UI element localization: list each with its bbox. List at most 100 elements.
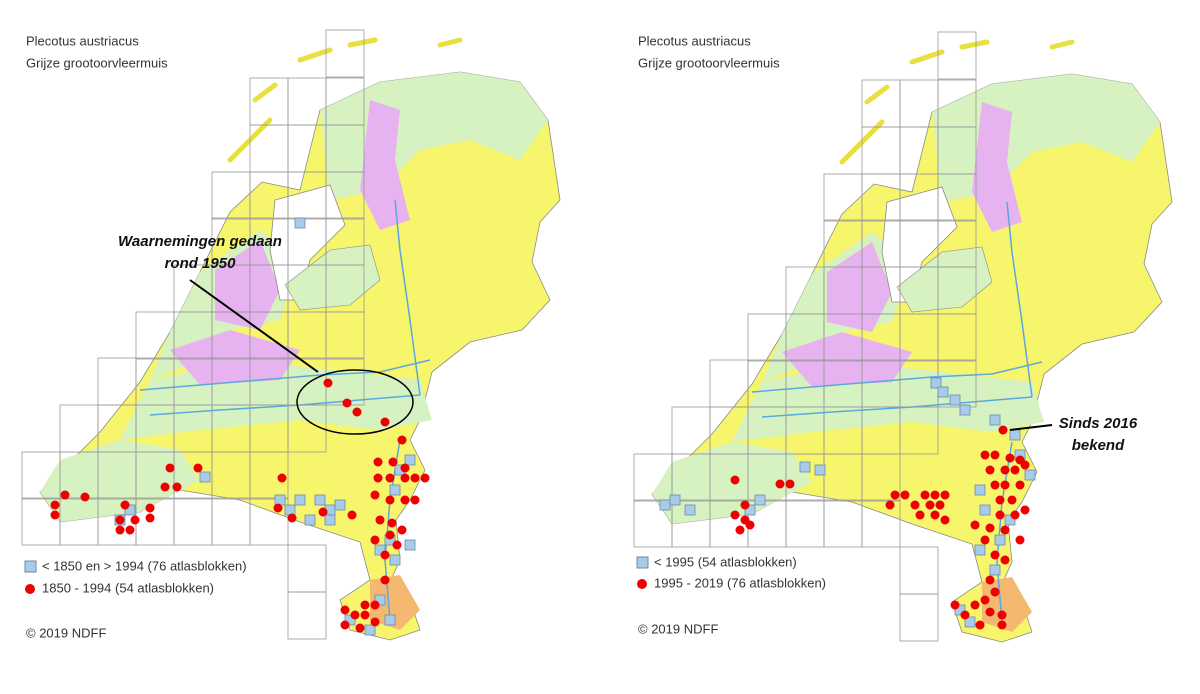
dot-marker bbox=[950, 600, 960, 610]
square-marker bbox=[1024, 469, 1036, 481]
square-marker bbox=[684, 504, 696, 516]
dot-marker bbox=[995, 510, 1005, 520]
annotation: rond 1950 bbox=[165, 255, 237, 272]
dot-marker bbox=[995, 495, 1005, 505]
dot-marker bbox=[920, 490, 930, 500]
title: Plecotus austriacus bbox=[638, 33, 751, 48]
square-marker bbox=[799, 461, 811, 473]
dot-marker bbox=[277, 473, 287, 483]
square-marker bbox=[669, 494, 681, 506]
arrow bbox=[1009, 424, 1053, 431]
dot-marker bbox=[50, 500, 60, 510]
square-marker bbox=[994, 534, 1006, 546]
dot-marker bbox=[1015, 480, 1025, 490]
dot-marker bbox=[1000, 525, 1010, 535]
square-marker bbox=[930, 377, 942, 389]
dot-marker bbox=[740, 500, 750, 510]
legend-dot bbox=[25, 584, 35, 594]
dot-marker bbox=[1010, 510, 1020, 520]
dot-marker bbox=[410, 473, 420, 483]
square-marker bbox=[937, 386, 949, 398]
dot-marker bbox=[115, 525, 125, 535]
square-marker bbox=[974, 544, 986, 556]
dot-marker bbox=[925, 500, 935, 510]
dot-marker bbox=[287, 513, 297, 523]
dot-marker bbox=[385, 530, 395, 540]
square-marker bbox=[374, 594, 386, 606]
dot-marker bbox=[1015, 535, 1025, 545]
dot-marker bbox=[890, 490, 900, 500]
dot-marker bbox=[980, 595, 990, 605]
square-marker bbox=[974, 484, 986, 496]
square-marker bbox=[754, 494, 766, 506]
dot-marker bbox=[370, 617, 380, 627]
title: Plecotus austriacus bbox=[26, 33, 139, 48]
dot-marker bbox=[388, 457, 398, 467]
square-marker bbox=[284, 504, 296, 516]
dot-marker bbox=[120, 500, 130, 510]
dot-marker bbox=[400, 495, 410, 505]
dot-marker bbox=[410, 495, 420, 505]
dot-marker bbox=[397, 435, 407, 445]
dot-marker bbox=[735, 525, 745, 535]
square-marker bbox=[959, 404, 971, 416]
dot-marker bbox=[985, 523, 995, 533]
square-marker bbox=[314, 494, 326, 506]
map-right bbox=[634, 32, 1172, 642]
dot-marker bbox=[80, 492, 90, 502]
dot-marker bbox=[930, 490, 940, 500]
annotation: Sinds 2016 bbox=[1059, 415, 1138, 432]
dot-marker bbox=[340, 605, 350, 615]
dot-marker bbox=[940, 490, 950, 500]
square-marker bbox=[954, 604, 966, 616]
dot-marker bbox=[1000, 465, 1010, 475]
legend-label: < 1850 en > 1994 (76 atlasblokken) bbox=[42, 558, 247, 573]
legend-label: 1850 - 1994 (54 atlasblokken) bbox=[42, 580, 214, 595]
dot-marker bbox=[385, 473, 395, 483]
square-marker bbox=[199, 471, 211, 483]
dot-marker bbox=[397, 525, 407, 535]
dot-marker bbox=[1020, 460, 1030, 470]
dot-marker bbox=[935, 500, 945, 510]
square-marker bbox=[404, 454, 416, 466]
dot-marker bbox=[985, 465, 995, 475]
square-marker bbox=[989, 414, 1001, 426]
legend-square bbox=[24, 560, 37, 573]
dot-marker bbox=[985, 575, 995, 585]
square-marker bbox=[324, 514, 336, 526]
dot-marker bbox=[730, 475, 740, 485]
dot-marker bbox=[352, 407, 362, 417]
dot-marker bbox=[980, 535, 990, 545]
dot-marker bbox=[998, 425, 1008, 435]
dot-marker bbox=[355, 623, 365, 633]
dot-marker bbox=[1000, 480, 1010, 490]
square-marker bbox=[364, 624, 376, 636]
legend-label: 1995 - 2019 (76 atlasblokken) bbox=[654, 575, 826, 590]
dot-marker bbox=[775, 479, 785, 489]
dot-marker bbox=[350, 610, 360, 620]
dot-marker bbox=[1010, 465, 1020, 475]
dot-marker bbox=[125, 525, 135, 535]
dot-marker bbox=[1000, 555, 1010, 565]
square-marker bbox=[334, 499, 346, 511]
square-marker bbox=[404, 539, 416, 551]
dot-marker bbox=[400, 463, 410, 473]
dot-marker bbox=[360, 600, 370, 610]
dot-marker bbox=[360, 610, 370, 620]
dot-marker bbox=[385, 495, 395, 505]
dot-marker bbox=[380, 550, 390, 560]
dot-marker bbox=[745, 520, 755, 530]
dot-marker bbox=[370, 535, 380, 545]
dot-marker bbox=[380, 575, 390, 585]
dot-marker bbox=[900, 490, 910, 500]
square-marker bbox=[1004, 514, 1016, 526]
dot-marker bbox=[997, 620, 1007, 630]
map-left bbox=[22, 30, 560, 640]
dot-marker bbox=[940, 515, 950, 525]
square-marker bbox=[979, 504, 991, 516]
arrow bbox=[189, 279, 319, 373]
dot-marker bbox=[380, 417, 390, 427]
square-marker bbox=[389, 554, 401, 566]
square-marker bbox=[814, 464, 826, 476]
